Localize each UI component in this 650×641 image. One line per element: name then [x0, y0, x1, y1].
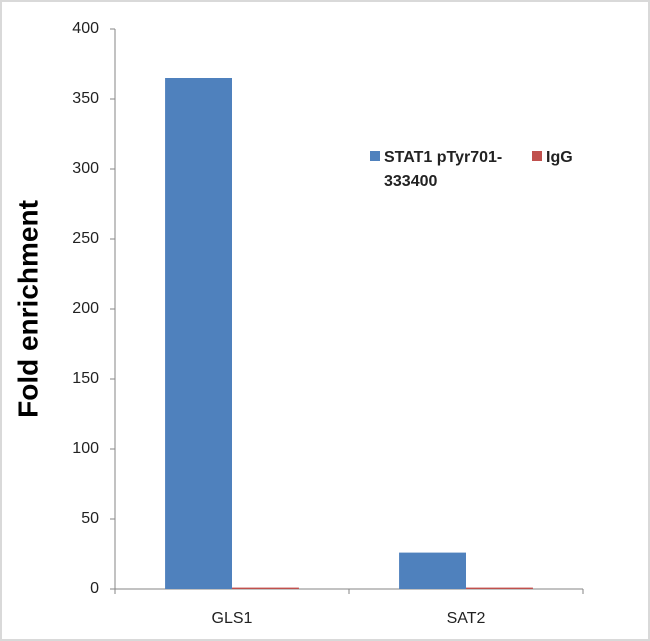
y-tick-label: 400: [72, 20, 99, 37]
bar: [165, 78, 232, 589]
y-tick-label: 250: [72, 230, 99, 247]
bar: [399, 552, 466, 589]
y-tick-label: 50: [81, 510, 99, 527]
bar: [466, 587, 533, 589]
legend-swatch: [532, 151, 542, 161]
y-tick-label: 350: [72, 90, 99, 107]
y-tick-label: 0: [90, 580, 99, 597]
y-axis-title: Fold enrichment: [12, 200, 43, 418]
legend-item: STAT1 pTyr701-333400: [370, 146, 524, 194]
x-tick-label: SAT2: [447, 610, 486, 627]
legend-label: IgG: [546, 149, 573, 166]
legend: STAT1 pTyr701-333400 IgG: [370, 146, 573, 194]
y-tick-label: 200: [72, 300, 99, 317]
bar: [232, 587, 299, 589]
y-tick-label: 150: [72, 370, 99, 387]
x-tick-label: GLS1: [212, 610, 253, 627]
y-tick-label: 300: [72, 160, 99, 177]
legend-item: IgG: [532, 146, 573, 170]
legend-label: STAT1 pTyr701-333400: [384, 149, 503, 190]
legend-swatch: [370, 151, 380, 161]
y-tick-label: 100: [72, 440, 99, 457]
